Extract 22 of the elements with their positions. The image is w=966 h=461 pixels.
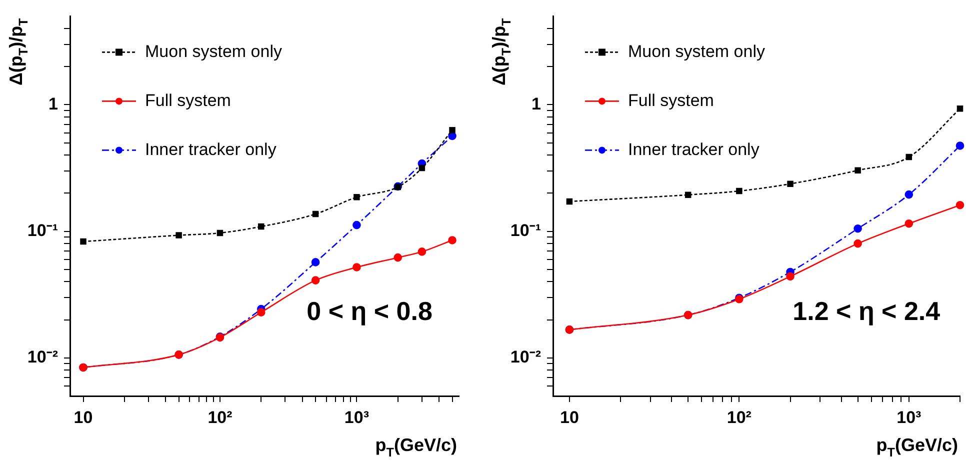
annotation: 0 < η < 0.8 <box>306 296 432 326</box>
y-tick-label: 10⁻¹ <box>27 220 58 240</box>
x-tick-label: 10³ <box>896 408 922 427</box>
legend-label: Full system <box>145 90 231 110</box>
x-tick-label: 10³ <box>344 408 370 427</box>
legend-label: Muon system only <box>145 42 282 61</box>
y-tick-label: 10⁻¹ <box>510 220 542 240</box>
y-tick-label: 10⁻² <box>27 348 58 367</box>
y-axis-title: Δ(pT)/pT <box>6 18 30 86</box>
annotation: 1.2 < η < 2.4 <box>792 296 941 326</box>
y-tick-label: 1 <box>48 94 58 114</box>
y-tick-label: 1 <box>532 94 541 114</box>
x-tick-label: 10 <box>560 408 579 427</box>
y-axis-title: Δ(pT)/pT <box>489 18 514 86</box>
legend-label: Inner tracker only <box>628 140 760 159</box>
legend-label: Inner tracker only <box>145 140 277 159</box>
x-tick-label: 10 <box>74 408 93 427</box>
x-tick-label: 10² <box>208 408 233 427</box>
legend-label: Full system <box>628 90 714 110</box>
x-tick-label: 10² <box>726 408 752 427</box>
legend-label: Muon system only <box>628 42 766 61</box>
y-tick-label: 10⁻² <box>510 348 542 367</box>
